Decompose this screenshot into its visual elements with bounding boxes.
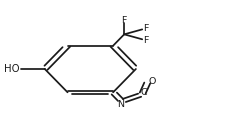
Text: N: N <box>117 100 124 109</box>
Text: O: O <box>149 77 156 86</box>
Text: F: F <box>143 24 149 33</box>
Text: HO: HO <box>4 64 20 74</box>
Text: F: F <box>143 36 149 45</box>
Text: C: C <box>141 88 147 97</box>
Text: F: F <box>121 16 127 25</box>
